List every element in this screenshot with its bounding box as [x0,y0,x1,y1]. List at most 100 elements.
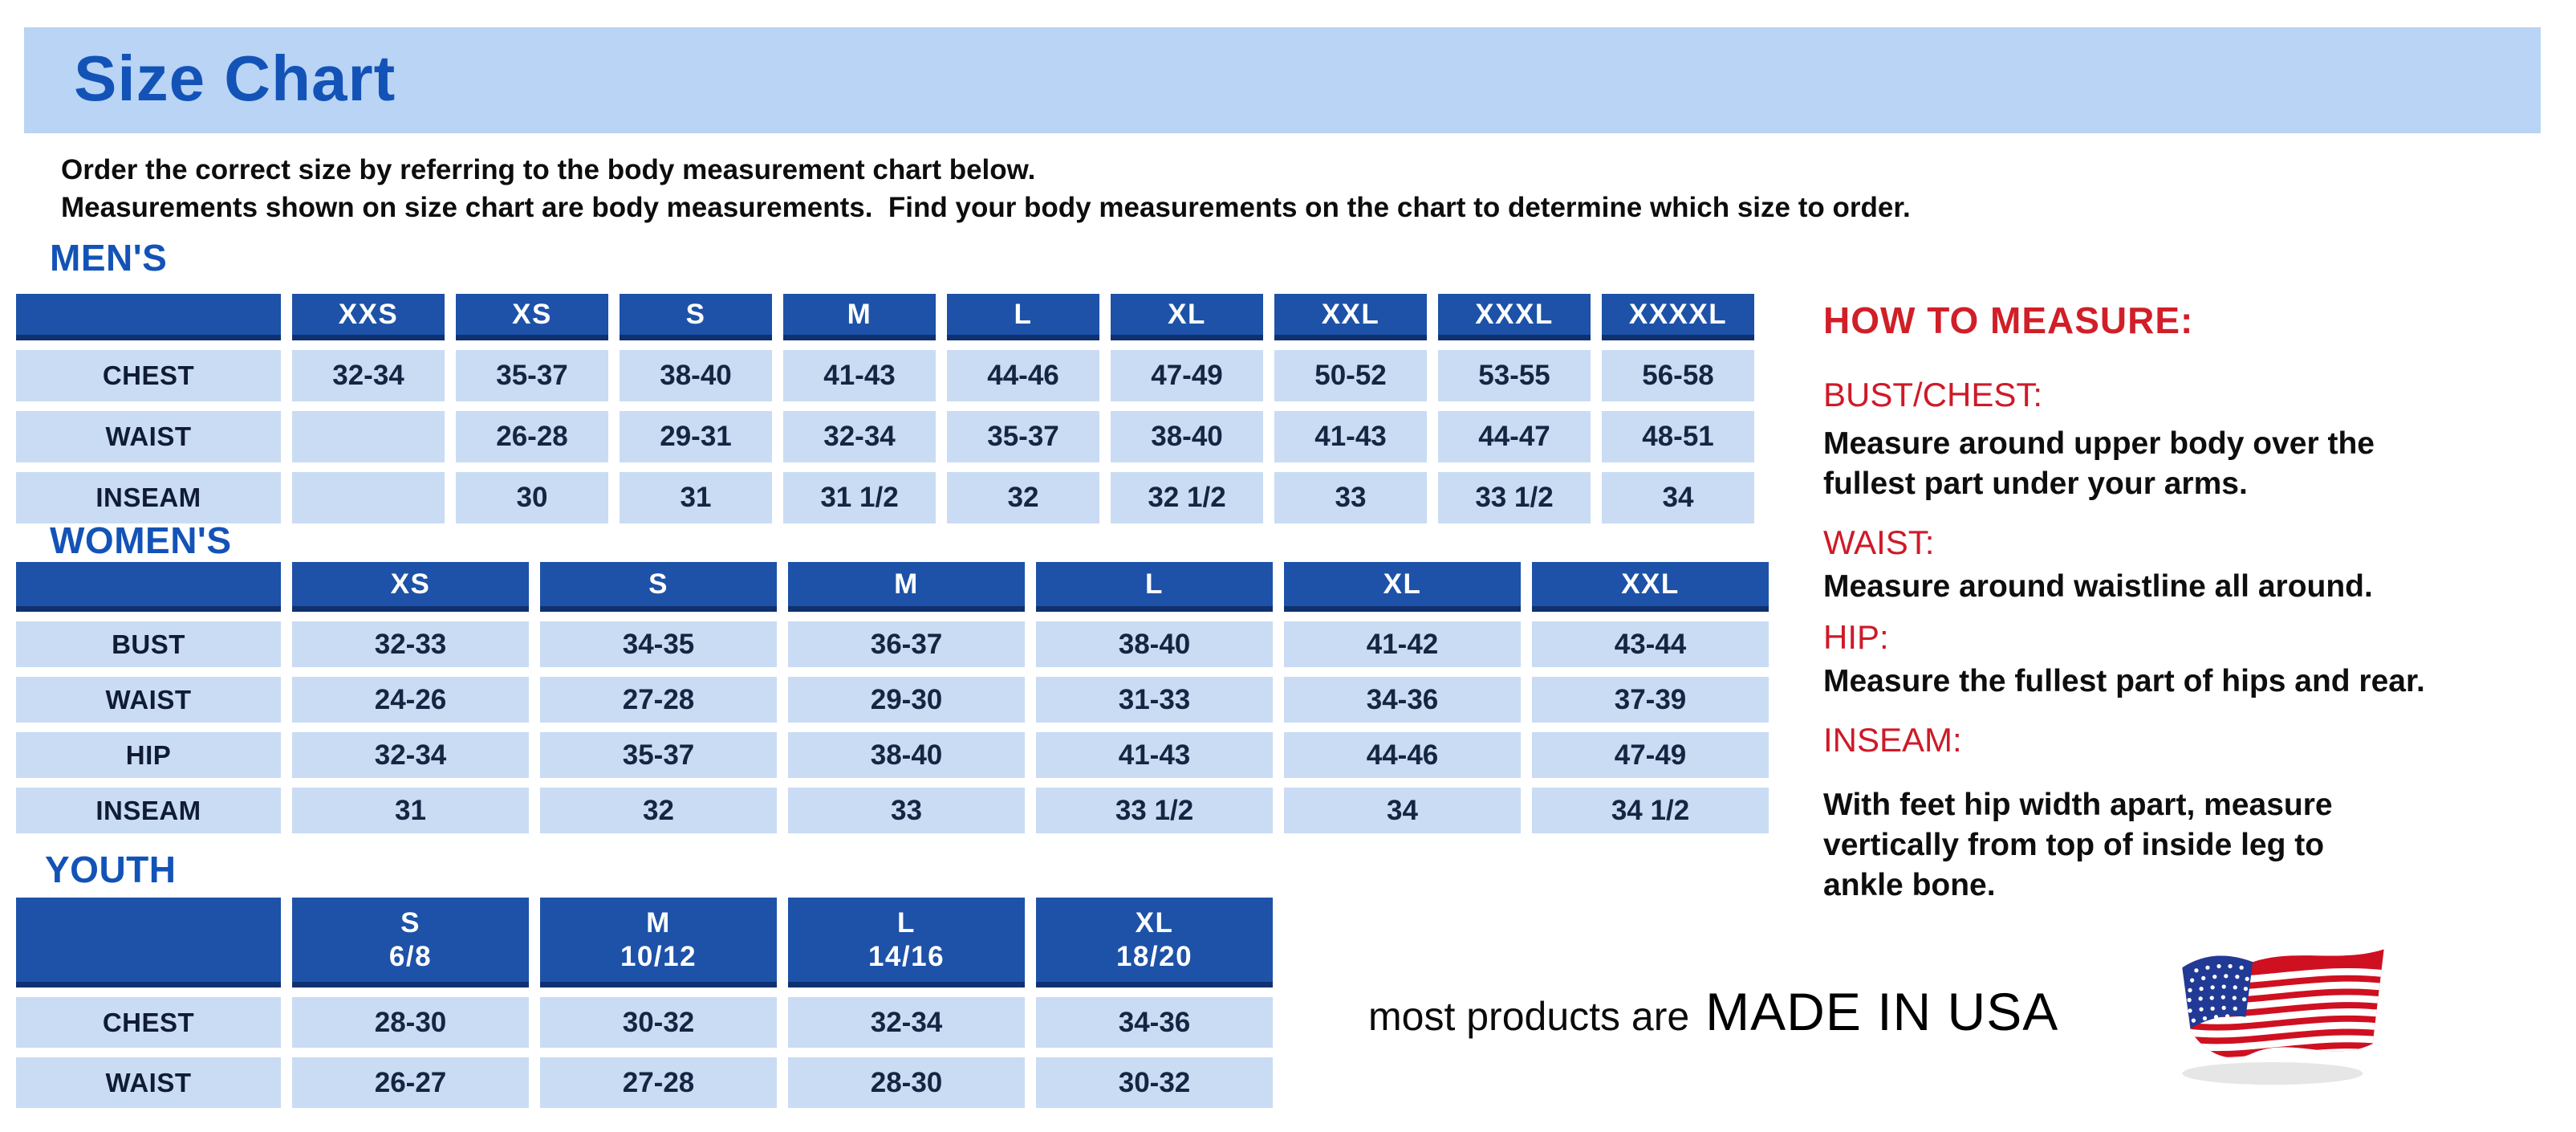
intro-line-2: Measurements shown on size chart are bod… [61,192,1911,223]
womens-col-header-l: L [1036,562,1273,612]
womens-bust-cell-1: 34-35 [540,621,777,667]
title-banner: Size Chart [24,27,2541,133]
measure-text-hip: Measure the fullest part of hips and rea… [1823,664,2425,698]
womens-size-table: XS S M L XL XXL BUST 32-33 34-35 36-37 38-40 41-42 4… [16,562,1769,833]
womens-col-header-xxl: XXL [1532,562,1769,612]
womens-hip-cell-3: 41-43 [1036,732,1273,778]
youth-row-label-waist: WAIST [16,1057,281,1108]
mens-waist-cell-3: 32-34 [783,411,936,462]
womens-section-title: WOMEN'S [50,519,232,561]
mens-chest-cell-6: 50-52 [1274,350,1427,401]
womens-hip-cell-0: 32-34 [292,732,529,778]
womens-inseam-cell-0: 31 [292,788,529,833]
womens-hip-cell-4: 44-46 [1284,732,1521,778]
womens-col-header-s: S [540,562,777,612]
mens-row-label-inseam: INSEAM [16,472,281,523]
womens-hip-cell-1: 35-37 [540,732,777,778]
womens-inseam-cell-1: 32 [540,788,777,833]
mens-corner-cell [16,294,281,340]
mens-size-table: XXS XS S M L XL XXL XXXL XXXXL CHEST 32-34 35-37 38-… [16,294,1754,523]
womens-waist-cell-2: 29-30 [788,677,1025,723]
womens-row-label-inseam: INSEAM [16,788,281,833]
womens-hip-cell-2: 38-40 [788,732,1025,778]
youth-col-header-l-14-16: L 14/16 [788,898,1025,987]
youth-chest-cell-1: 30-32 [540,997,777,1048]
youth-section-title: YOUTH [45,849,177,890]
youth-row-label-chest: CHEST [16,997,281,1048]
made-in-usa-line: most products are MADE IN USA [1368,981,2058,1042]
womens-inseam-cell-5: 34 1/2 [1532,788,1769,833]
mens-waist-cell-7: 44-47 [1438,411,1591,462]
youth-col-header-m-10-12: M 10/12 [540,898,777,987]
mens-section-title: MEN'S [50,237,168,279]
mens-row-label-chest: CHEST [16,350,281,401]
mens-row-label-waist: WAIST [16,411,281,462]
mens-chest-cell-3: 41-43 [783,350,936,401]
mens-chest-cell-4: 44-46 [947,350,1099,401]
womens-hip-cell-5: 47-49 [1532,732,1769,778]
womens-waist-cell-4: 34-36 [1284,677,1521,723]
mens-col-header-s: S [620,294,772,340]
measure-label-inseam: INSEAM: [1823,721,1962,759]
measure-text-bust-chest: Measure around upper body over the fulle… [1823,426,2375,501]
mens-col-header-xxl: XXL [1274,294,1427,340]
youth-corner-cell [16,898,281,987]
youth-waist-cell-3: 30-32 [1036,1057,1273,1108]
mens-col-header-l: L [947,294,1099,340]
womens-waist-cell-3: 31-33 [1036,677,1273,723]
mens-col-header-m: M [783,294,936,340]
womens-inseam-cell-4: 34 [1284,788,1521,833]
mens-waist-cell-1: 26-28 [456,411,608,462]
womens-row-label-bust: BUST [16,621,281,667]
mens-inseam-cell-4: 32 [947,472,1099,523]
measure-text-waist: Measure around waistline all around. [1823,569,2373,604]
youth-size-table: S 6/8 M 10/12 L 14/16 XL 18/20 CHEST 28-30 30-… [16,898,1273,1108]
mens-inseam-cell-2: 31 [620,472,772,523]
mens-inseam-cell-6: 33 [1274,472,1427,523]
mens-waist-cell-4: 35-37 [947,411,1099,462]
womens-bust-cell-4: 41-42 [1284,621,1521,667]
mens-col-header-xl: XL [1111,294,1263,340]
mens-waist-cell-2: 29-31 [620,411,772,462]
womens-waist-cell-0: 24-26 [292,677,529,723]
youth-chest-cell-0: 28-30 [292,997,529,1048]
made-in-usa-text: MADE IN USA [1705,982,2059,1041]
womens-inseam-cell-3: 33 1/2 [1036,788,1273,833]
womens-col-header-m: M [788,562,1025,612]
how-to-measure-title: HOW TO MEASURE: [1823,299,2194,341]
mens-inseam-cell-7: 33 1/2 [1438,472,1591,523]
measure-label-hip: HIP: [1823,618,1889,656]
youth-col-header-xl-18-20: XL 18/20 [1036,898,1273,987]
youth-waist-cell-2: 28-30 [788,1057,1025,1108]
womens-corner-cell [16,562,281,612]
mens-inseam-cell-8: 34 [1602,472,1754,523]
mens-col-header-xs: XS [456,294,608,340]
measure-text-inseam: With feet hip width apart, measure verti… [1823,788,2333,902]
mens-chest-cell-8: 56-58 [1602,350,1754,401]
mens-chest-cell-7: 53-55 [1438,350,1591,401]
page-title: Size Chart [74,43,396,114]
youth-waist-cell-1: 27-28 [540,1057,777,1108]
youth-chest-cell-2: 32-34 [788,997,1025,1048]
womens-row-label-hip: HIP [16,732,281,778]
usa-flag-icon [2167,923,2399,1108]
mens-chest-cell-5: 47-49 [1111,350,1263,401]
womens-row-label-waist: WAIST [16,677,281,723]
mens-waist-cell-5: 38-40 [1111,411,1263,462]
womens-bust-cell-0: 32-33 [292,621,529,667]
youth-col-header-s-6-8: S 6/8 [292,898,529,987]
womens-col-header-xl: XL [1284,562,1521,612]
mens-chest-cell-0: 32-34 [292,350,445,401]
mens-inseam-cell-0 [292,472,445,523]
mens-chest-cell-1: 35-37 [456,350,608,401]
womens-waist-cell-1: 27-28 [540,677,777,723]
intro-line-1: Order the correct size by referring to t… [61,154,1036,185]
measure-label-bust-chest: BUST/CHEST: [1823,376,2043,413]
womens-waist-cell-5: 37-39 [1532,677,1769,723]
mens-col-header-xxxl: XXXL [1438,294,1591,340]
youth-chest-cell-3: 34-36 [1036,997,1273,1048]
youth-waist-cell-0: 26-27 [292,1057,529,1108]
womens-col-header-xs: XS [292,562,529,612]
mens-inseam-cell-3: 31 1/2 [783,472,936,523]
made-in-usa-prefix: most products are [1368,994,1690,1039]
